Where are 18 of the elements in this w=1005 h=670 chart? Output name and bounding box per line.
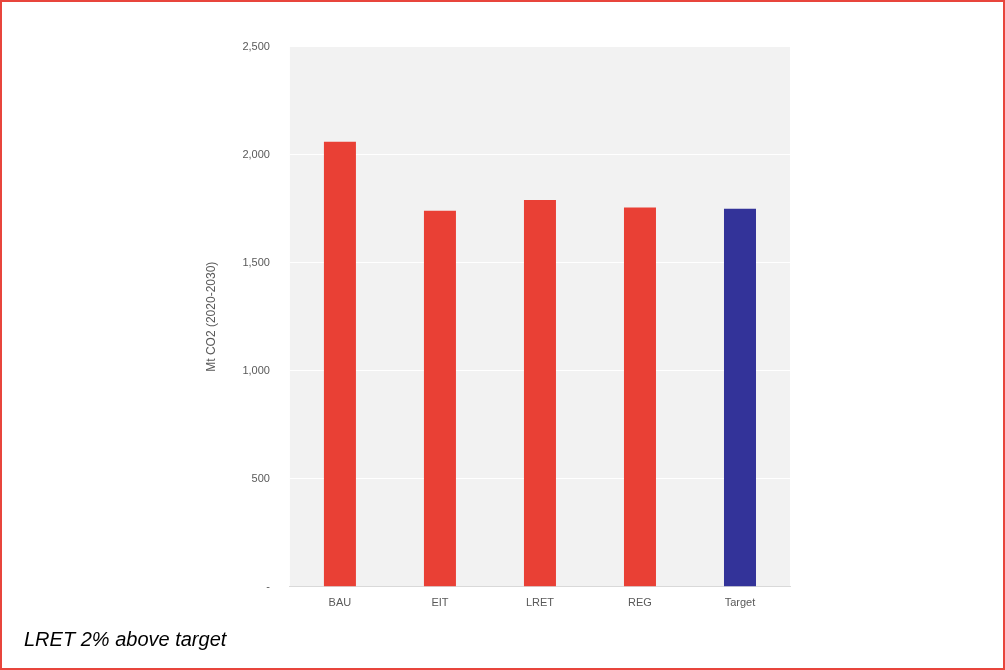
text: LRET 2% above target bbox=[24, 628, 227, 651]
y-tick-label: 500 bbox=[251, 471, 270, 484]
x-tick-label: BAU bbox=[328, 596, 352, 609]
x-tick-label: LRET bbox=[525, 596, 555, 609]
bar bbox=[423, 210, 456, 587]
bar bbox=[723, 208, 756, 587]
x-tick-label: EIT bbox=[431, 596, 449, 609]
bar bbox=[523, 200, 556, 587]
y-tick-label: 2,500 bbox=[242, 39, 270, 52]
x-tick-label: REG bbox=[628, 596, 652, 609]
y-tick-label: - bbox=[266, 579, 271, 592]
y-tick-label: 1,500 bbox=[242, 255, 270, 268]
bar bbox=[623, 207, 656, 587]
y-tick-label: 2,000 bbox=[242, 147, 270, 160]
x-tick-label: Target bbox=[724, 596, 756, 609]
bar bbox=[323, 141, 356, 587]
y-axis-title: Mt CO2 (2020-2030) bbox=[203, 261, 218, 372]
y-tick-label: 1,000 bbox=[242, 363, 270, 376]
